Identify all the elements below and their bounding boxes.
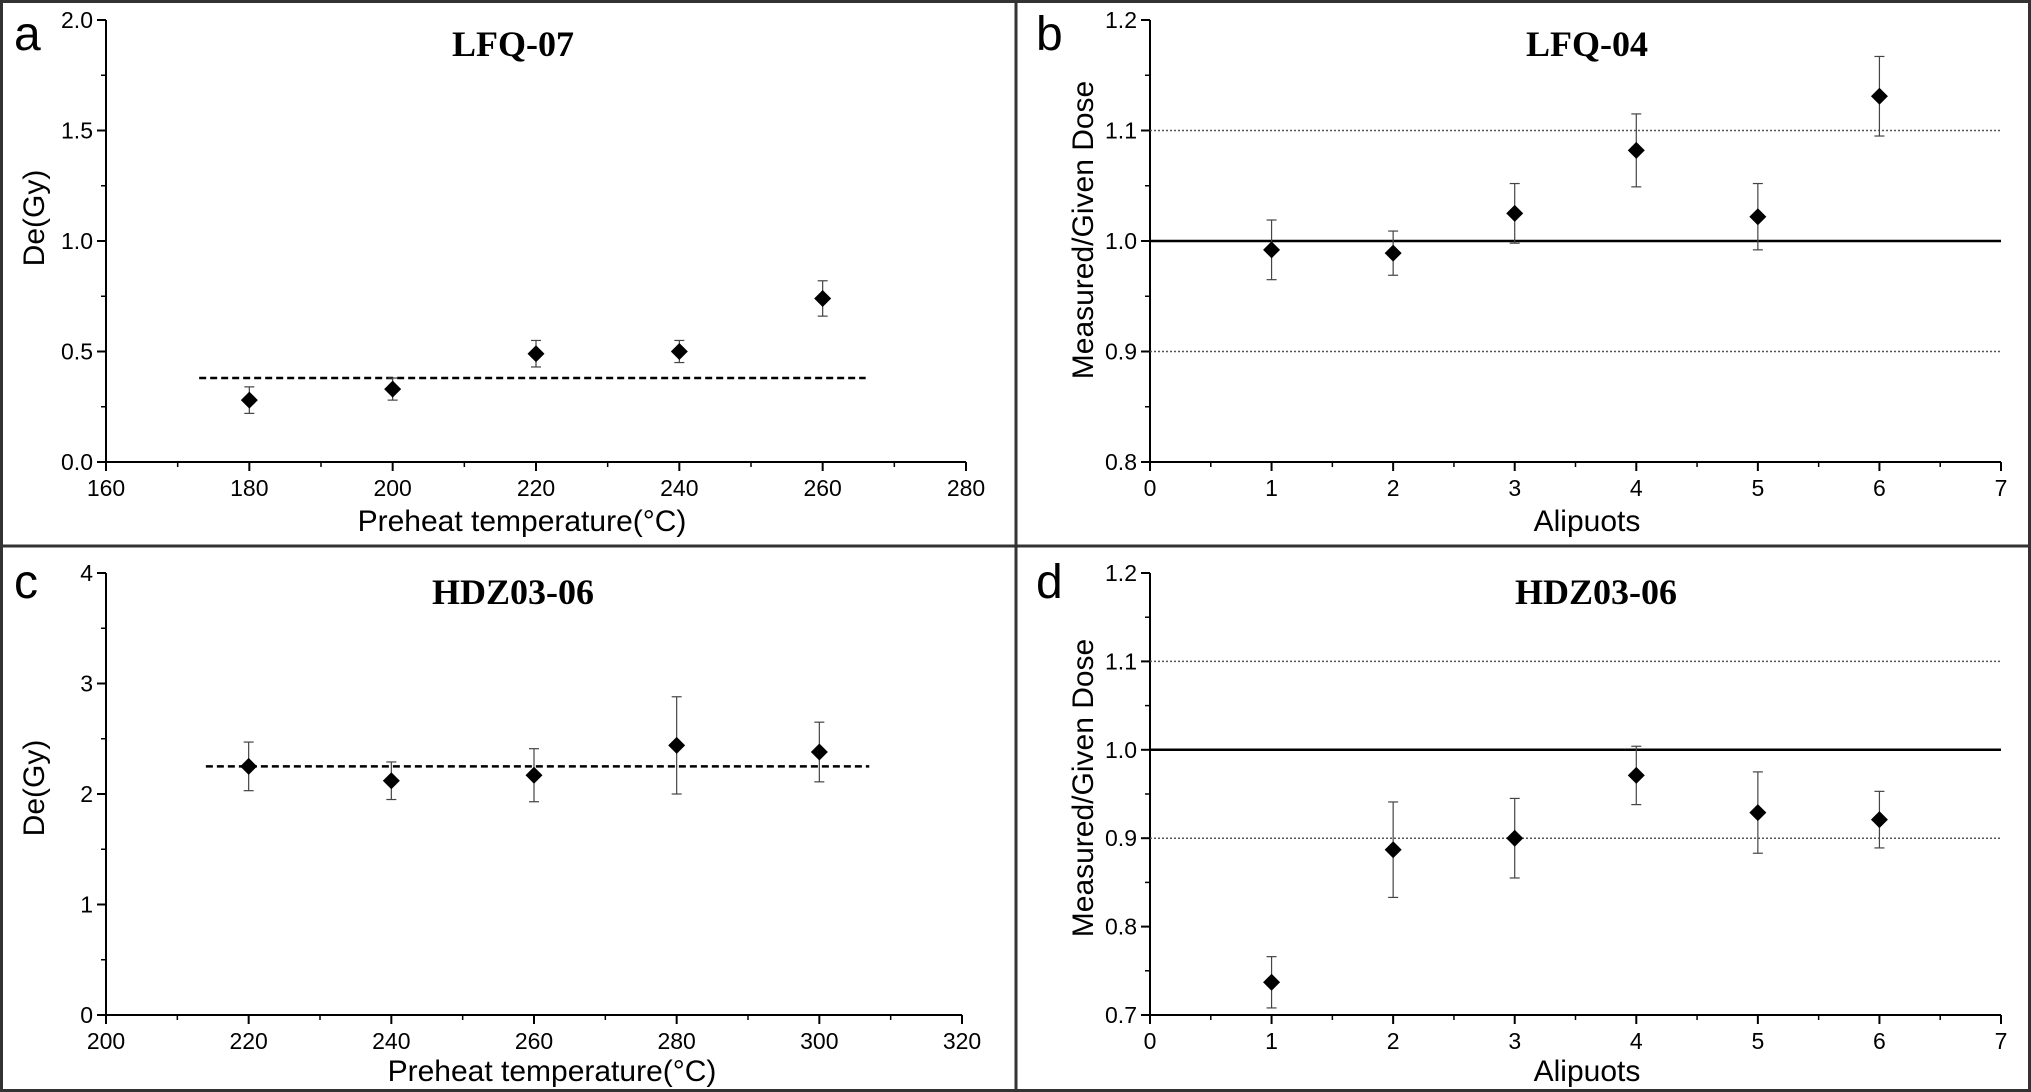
panel-b: b LFQ-04 Alipuots Measured/Given Dose 0 1…	[1036, 7, 2007, 538]
data-point-d	[1749, 804, 1767, 822]
y-tick-label-c: 3	[80, 671, 93, 697]
y-tick-label-d: 1.1	[1105, 648, 1137, 674]
y-tick-label-c: 0	[80, 1002, 93, 1028]
x-tick-label-b: 3	[1508, 475, 1521, 501]
x-tick-label-c: 220	[229, 1028, 267, 1054]
x-tick-label-b: 2	[1387, 475, 1400, 501]
x-tick-label-c: 280	[657, 1028, 695, 1054]
y-tick-label-b: 1.1	[1105, 118, 1137, 144]
data-point-b	[1749, 208, 1767, 226]
data-point-a	[384, 380, 402, 398]
x-tick-label-a: 160	[87, 475, 125, 501]
x-tick-label-d: 3	[1508, 1028, 1521, 1054]
data-point-c	[810, 743, 828, 761]
panel-letter-a: a	[14, 8, 41, 61]
y-tick-label-c: 2	[80, 781, 93, 807]
x-tick-label-b: 0	[1144, 475, 1157, 501]
x-tick-label-d: 4	[1630, 1028, 1643, 1054]
x-tick-label-a: 280	[947, 475, 985, 501]
x-tick-label-a: 180	[230, 475, 268, 501]
x-tick-label-b: 5	[1751, 475, 1764, 501]
y-tick-label-c: 4	[80, 560, 93, 586]
data-point-d	[1506, 829, 1524, 847]
y-tick-label-b: 1.0	[1105, 228, 1137, 254]
y-tick-label-b: 1.2	[1105, 7, 1137, 33]
data-point-d	[1263, 973, 1281, 991]
y-tick-label-d: 1.2	[1105, 560, 1137, 586]
x-tick-label-d: 0	[1144, 1028, 1157, 1054]
y-tick-label-c: 1	[80, 892, 93, 918]
x-axis-label-d: Alipuots	[1534, 1055, 1641, 1088]
x-tick-label-c: 300	[800, 1028, 838, 1054]
data-point-c	[382, 772, 400, 790]
x-axis-label-c: Preheat temperature(°C)	[388, 1055, 717, 1088]
panel-a: a LFQ-07 Preheat temperature(°C) De(Gy) …	[14, 7, 985, 538]
data-point-c	[240, 757, 258, 775]
x-tick-label-d: 5	[1751, 1028, 1764, 1054]
x-tick-label-d: 2	[1387, 1028, 1400, 1054]
y-tick-label-a: 0.5	[61, 339, 93, 365]
y-tick-label-d: 0.9	[1105, 825, 1137, 851]
data-point-a	[527, 345, 545, 363]
x-tick-label-d: 1	[1265, 1028, 1278, 1054]
panel-d: d HDZ03-06 Alipuots Measured/Given Dose …	[1036, 556, 2007, 1088]
data-point-b	[1506, 204, 1524, 222]
y-tick-label-a: 1.0	[61, 228, 93, 254]
y-tick-label-d: 0.7	[1105, 1002, 1137, 1028]
data-point-b	[1627, 141, 1645, 159]
chart-title-c: HDZ03-06	[432, 572, 594, 612]
data-point-d	[1870, 811, 1888, 829]
panel-c: c HDZ03-06 Preheat temperature(°C) De(Gy…	[14, 556, 981, 1088]
data-point-a	[814, 289, 832, 307]
y-tick-label-a: 2.0	[61, 7, 93, 33]
panel-letter-b: b	[1036, 8, 1063, 61]
x-tick-label-c: 260	[515, 1028, 553, 1054]
data-point-b	[1263, 241, 1281, 259]
data-point-a	[240, 391, 258, 409]
x-tick-label-b: 1	[1265, 475, 1278, 501]
y-axis-label-d: Measured/Given Dose	[1067, 639, 1100, 937]
x-tick-label-c: 240	[372, 1028, 410, 1054]
chart-title-a: LFQ-07	[452, 24, 574, 64]
x-tick-label-a: 240	[660, 475, 698, 501]
x-tick-label-c: 320	[943, 1028, 981, 1054]
chart-title-d: HDZ03-06	[1515, 572, 1677, 612]
x-tick-label-a: 200	[373, 475, 411, 501]
x-tick-label-a: 220	[517, 475, 555, 501]
x-tick-label-b: 7	[1995, 475, 2008, 501]
x-axis-label-a: Preheat temperature(°C)	[358, 505, 687, 538]
data-point-b	[1384, 244, 1402, 262]
y-axis-label-b: Measured/Given Dose	[1067, 81, 1100, 379]
x-tick-label-c: 200	[87, 1028, 125, 1054]
x-axis-label-b: Alipuots	[1534, 505, 1641, 538]
data-point-c	[668, 736, 686, 754]
data-point-d	[1384, 841, 1402, 859]
data-point-b	[1870, 87, 1888, 105]
y-tick-label-b: 0.8	[1105, 449, 1137, 475]
y-tick-label-d: 0.8	[1105, 914, 1137, 940]
y-tick-label-b: 0.9	[1105, 339, 1137, 365]
y-axis-label-c: De(Gy)	[18, 740, 51, 837]
data-point-a	[670, 343, 688, 360]
y-tick-label-d: 1.0	[1105, 737, 1137, 763]
x-tick-label-b: 6	[1873, 475, 1886, 501]
chart-title-b: LFQ-04	[1526, 24, 1648, 64]
panel-letter-d: d	[1036, 556, 1063, 609]
y-tick-label-a: 0.0	[61, 449, 93, 475]
panel-letter-c: c	[14, 556, 38, 609]
x-tick-label-d: 6	[1873, 1028, 1886, 1054]
data-point-d	[1627, 766, 1645, 784]
data-point-c	[525, 766, 543, 784]
x-tick-label-b: 4	[1630, 475, 1643, 501]
x-tick-label-d: 7	[1995, 1028, 2008, 1054]
x-tick-label-a: 260	[803, 475, 841, 501]
y-tick-label-a: 1.5	[61, 118, 93, 144]
y-axis-label-a: De(Gy)	[18, 170, 51, 267]
